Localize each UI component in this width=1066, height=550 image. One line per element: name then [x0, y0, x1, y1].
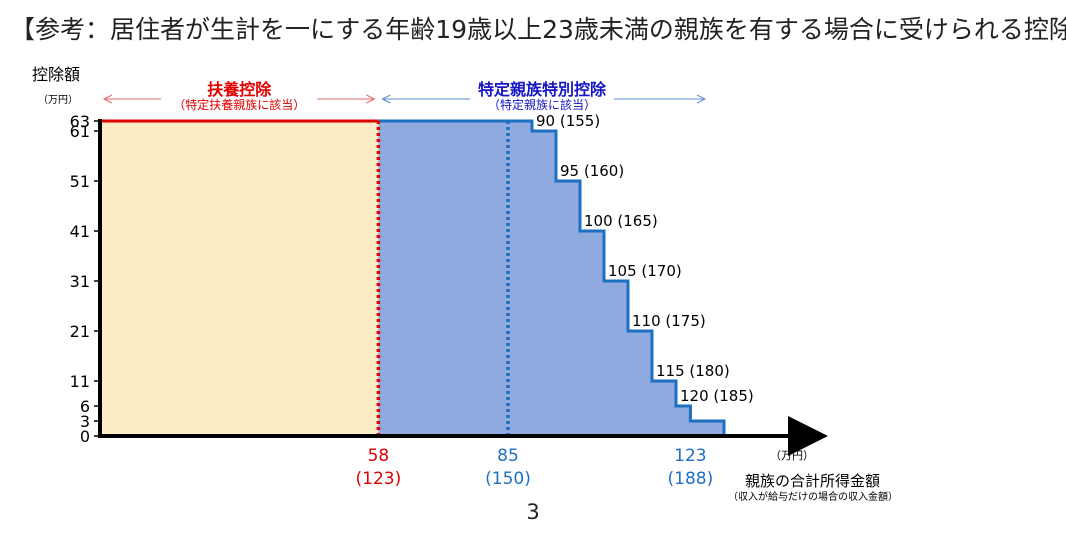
x-tick-label: 85	[497, 446, 519, 466]
step-label: 100 (165)	[584, 212, 658, 230]
y-tick-label: 51	[70, 172, 90, 191]
fuyo-region	[100, 121, 379, 436]
y-tick-label: 11	[70, 372, 90, 391]
y-tick-label: 61	[70, 122, 90, 141]
step-label: 115 (180)	[656, 362, 730, 380]
step-label: 120 (185)	[680, 387, 754, 405]
tokutei-arrowhead-right	[696, 94, 707, 104]
x-tick-sublabel: (188)	[668, 469, 714, 489]
y-tick-label: 41	[70, 222, 90, 241]
step-line	[378, 119, 726, 436]
tokutei-arrowhead-left	[381, 94, 391, 104]
x-tick-label: 58	[368, 446, 390, 466]
step-label: 95 (160)	[560, 162, 624, 180]
step-label: 90 (155)	[536, 112, 600, 130]
x-tick-label: 123	[674, 446, 706, 466]
y-tick-label: 21	[70, 322, 90, 341]
y-tick-label: 63	[70, 112, 90, 131]
fuyo-arrowhead-right	[366, 94, 376, 104]
step-label: 105 (170)	[608, 262, 682, 280]
x-axis-sublabel: （収入が給与だけの場合の収入金額）	[728, 490, 898, 503]
page-title: 【参考：居住者が生計を一にする年齢19歳以上23歳未満の親族を有する場合に受けら…	[10, 15, 1066, 44]
step-label: 110 (175)	[632, 312, 706, 330]
y-axis-unit: （万円）	[38, 94, 78, 106]
y-tick-label: 3	[80, 412, 90, 431]
tokutei-label: 特定親族特別控除	[478, 80, 607, 99]
y-axis-label: 控除額	[32, 65, 80, 84]
x-axis-unit: （万円）	[770, 449, 814, 462]
y-tick-label: 0	[80, 427, 90, 446]
y-tick-label: 6	[80, 397, 90, 416]
x-axis-label: 親族の合計所得金額	[745, 472, 880, 490]
x-tick-sublabel: (150)	[485, 469, 531, 489]
tokutei-region	[378, 121, 724, 436]
fuyo-arrowhead-left	[102, 94, 113, 104]
tokutei-note: （特定親族に該当）	[488, 97, 596, 112]
fuyo-note: （特定扶養親族に該当）	[173, 97, 305, 112]
fuyo-label: 扶養控除	[207, 80, 272, 99]
page-number: 3	[526, 500, 540, 524]
x-tick-sublabel: (123)	[356, 469, 402, 489]
y-tick-label: 31	[70, 272, 90, 291]
